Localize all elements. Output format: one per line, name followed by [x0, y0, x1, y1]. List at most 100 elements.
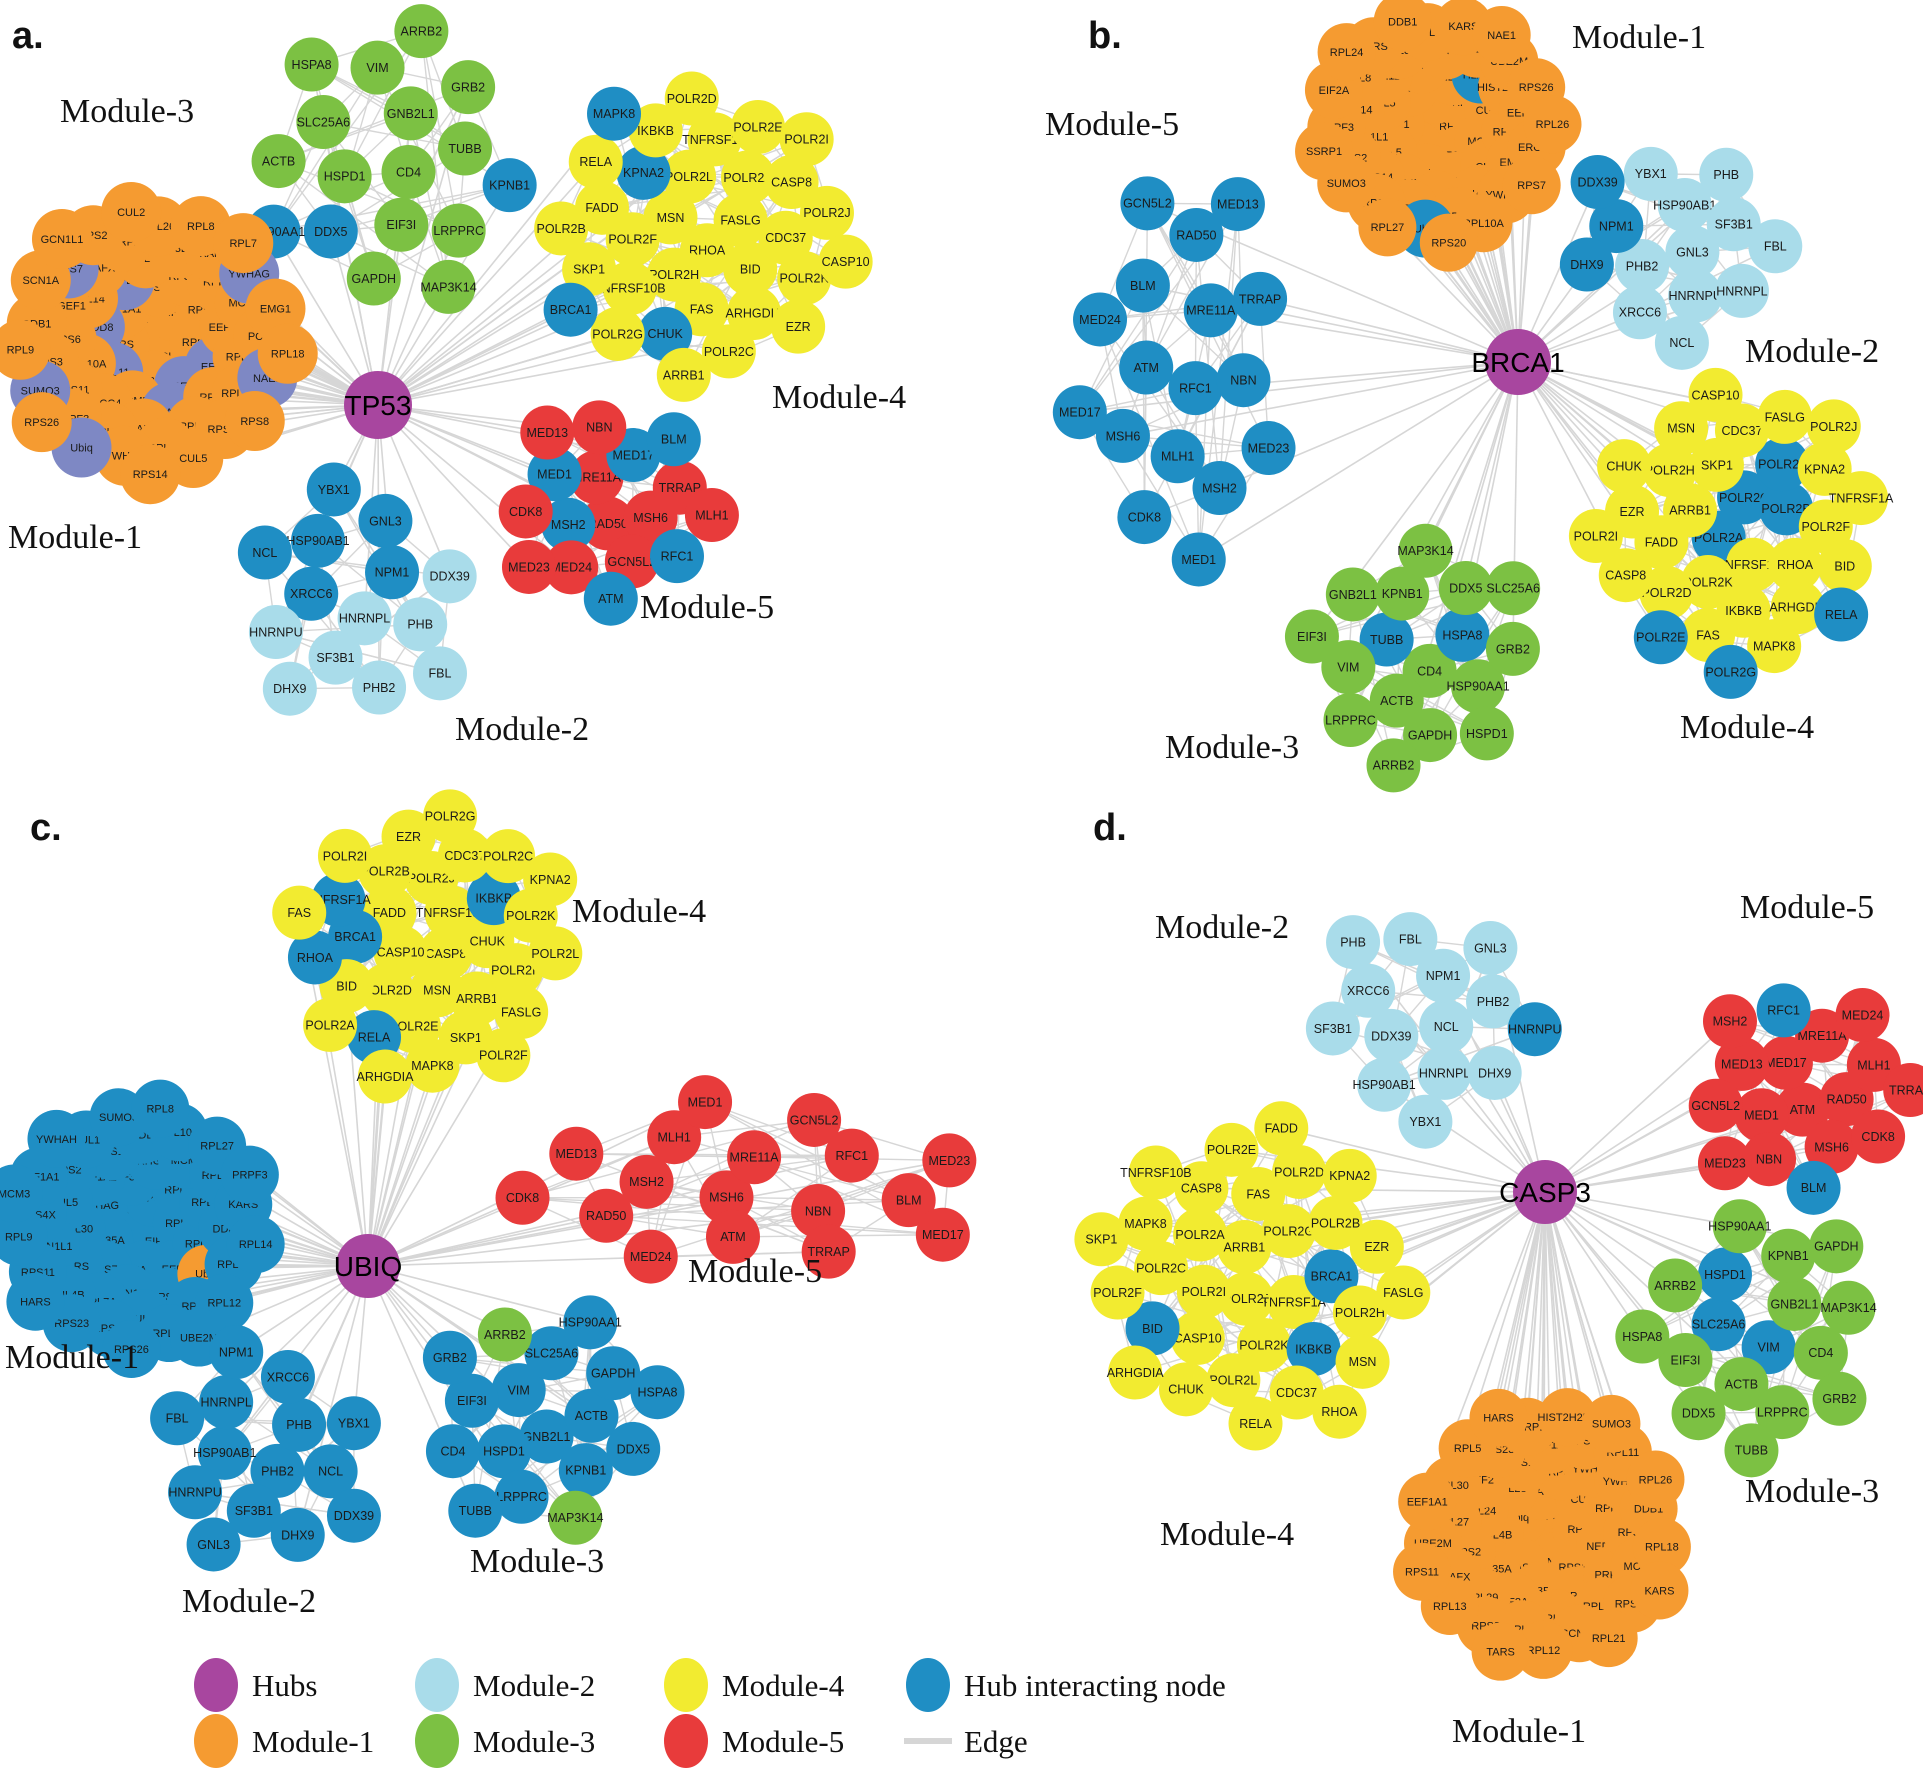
network-node[interactable]: POLR2A [303, 997, 358, 1052]
network-node[interactable]: YBX1 [1623, 146, 1678, 201]
network-node[interactable]: TUBB [1724, 1423, 1779, 1478]
network-node[interactable]: CASP8 [764, 155, 819, 210]
network-node[interactable]: PRPF3 [220, 1145, 279, 1204]
network-node[interactable]: GNB2L1 [1767, 1276, 1822, 1331]
network-node[interactable]: BID [1817, 539, 1872, 594]
network-node[interactable]: POLR2J [1806, 399, 1861, 454]
network-node[interactable]: MED23 [922, 1133, 977, 1188]
network-node[interactable]: POLR2E [1633, 610, 1688, 665]
network-node[interactable]: PHB [272, 1397, 327, 1452]
network-node[interactable]: RELA [1228, 1396, 1283, 1451]
network-node[interactable]: CD4 [1793, 1325, 1848, 1380]
network-node[interactable]: PHB [1699, 147, 1754, 202]
network-node[interactable]: HNRNPU [248, 605, 303, 660]
network-node[interactable]: FBL [1383, 912, 1438, 967]
network-node[interactable]: SF3B1 [1305, 1001, 1360, 1056]
network-node[interactable]: RFC1 [649, 529, 704, 584]
network-node[interactable]: MSH2 [1702, 994, 1757, 1049]
node-circle[interactable] [713, 193, 768, 248]
network-node[interactable]: KPNB1 [482, 158, 537, 213]
network-node[interactable]: DDX39 [326, 1488, 381, 1543]
network-node[interactable]: TNFRSF10B [594, 261, 666, 316]
node-circle[interactable] [374, 197, 429, 252]
network-node[interactable]: RAD50 [579, 1188, 634, 1243]
network-node[interactable]: MED23 [1697, 1136, 1752, 1191]
network-node[interactable]: PHB [1326, 915, 1381, 970]
network-node[interactable]: POLR2E [1204, 1122, 1259, 1177]
network-node[interactable]: GRB2 [1485, 621, 1540, 676]
network-node[interactable]: NCL [1654, 315, 1709, 370]
node-circle[interactable] [602, 261, 657, 316]
network-node[interactable]: CD4 [425, 1424, 480, 1479]
network-node[interactable]: BLM [1115, 258, 1170, 313]
network-node[interactable]: HARS [1469, 1388, 1528, 1447]
node-circle[interactable] [284, 37, 339, 92]
network-node[interactable]: HNRNPL [199, 1375, 254, 1430]
network-node[interactable]: RPS7 [1502, 156, 1561, 215]
node-circle[interactable] [723, 241, 778, 296]
network-node[interactable]: RPL8 [131, 1079, 190, 1138]
node-circle[interactable] [726, 286, 781, 341]
network-node[interactable]: ACTB [251, 134, 306, 189]
node-circle[interactable] [656, 347, 711, 402]
network-node[interactable]: GCN1L1 [31, 208, 92, 269]
node-circle[interactable] [771, 299, 826, 354]
network-node[interactable]: ATM [1119, 340, 1174, 395]
network-node[interactable]: NPM1 [209, 1325, 264, 1380]
network-node[interactable]: POLR2F [476, 1028, 531, 1083]
network-node[interactable]: DDX5 [1438, 561, 1493, 616]
node-circle[interactable] [421, 259, 476, 314]
network-node[interactable]: MRE11A [727, 1130, 782, 1185]
network-node[interactable]: MAP3K14 [420, 259, 477, 314]
network-node[interactable]: RPL18 [257, 323, 318, 384]
network-node[interactable]: NCL [1419, 999, 1474, 1054]
network-node[interactable]: RPS8 [224, 391, 285, 452]
network-node[interactable]: HSPD1 [1697, 1247, 1752, 1302]
network-node[interactable]: HNRNPU [1507, 1002, 1562, 1057]
network-node[interactable]: MED24 [1835, 988, 1890, 1043]
network-node[interactable]: LRPPRC [431, 203, 486, 258]
network-node[interactable]: EZR [771, 299, 826, 354]
network-node[interactable]: POLR2K [777, 251, 832, 306]
network-node[interactable]: RHOA [1312, 1384, 1367, 1439]
network-node[interactable]: CASP10 [818, 234, 873, 289]
network-node[interactable]: YBX1 [326, 1396, 381, 1451]
network-node[interactable]: SLC25A6 [296, 95, 351, 150]
network-node[interactable]: DDX5 [303, 204, 358, 259]
network-node[interactable]: CHUK [638, 306, 693, 361]
network-node[interactable]: SKP1 [1074, 1212, 1129, 1267]
node-circle[interactable] [296, 95, 351, 150]
network-node[interactable]: EIF3I [1284, 609, 1339, 664]
network-node[interactable]: HNRNPL [1714, 263, 1769, 318]
node-circle[interactable] [350, 40, 405, 95]
network-node[interactable]: YBX1 [306, 462, 361, 517]
network-node[interactable]: MED13 [1210, 177, 1265, 232]
network-node[interactable]: CUL2 [101, 181, 162, 242]
network-node[interactable]: GNL3 [186, 1517, 241, 1572]
network-node[interactable]: RFC1 [1168, 361, 1223, 416]
network-node[interactable]: POLR2I [1568, 509, 1623, 564]
network-node[interactable]: MAP3K14 [1820, 1280, 1877, 1335]
node-circle[interactable] [628, 103, 683, 158]
network-node[interactable]: FBL [1748, 219, 1803, 274]
node-circle[interactable] [730, 100, 785, 155]
node-circle[interactable] [346, 251, 401, 306]
network-node[interactable]: POLR2A [720, 150, 775, 205]
network-node[interactable]: POLR2J [799, 185, 854, 240]
network-node[interactable]: ARRB2 [394, 4, 449, 59]
network-node[interactable]: FADD [575, 180, 630, 235]
network-node[interactable]: MED17 [1052, 385, 1107, 440]
node-circle[interactable] [758, 210, 813, 265]
network-node[interactable]: TRRAP [1233, 271, 1288, 326]
network-node[interactable]: TUBB [448, 1483, 503, 1538]
network-node[interactable]: PHB [393, 597, 448, 652]
network-node[interactable]: DHX9 [1559, 237, 1614, 292]
node-circle[interactable] [303, 204, 358, 259]
network-node[interactable]: MAPK8 [587, 86, 642, 141]
network-node[interactable]: XRCC6 [260, 1349, 315, 1404]
network-node[interactable]: DDX39 [422, 549, 477, 604]
network-node[interactable]: KARS [1630, 1561, 1689, 1620]
node-circle[interactable] [587, 86, 642, 141]
network-node[interactable]: RELA [568, 134, 623, 189]
hub-node[interactable]: BRCA1 [1471, 329, 1565, 395]
